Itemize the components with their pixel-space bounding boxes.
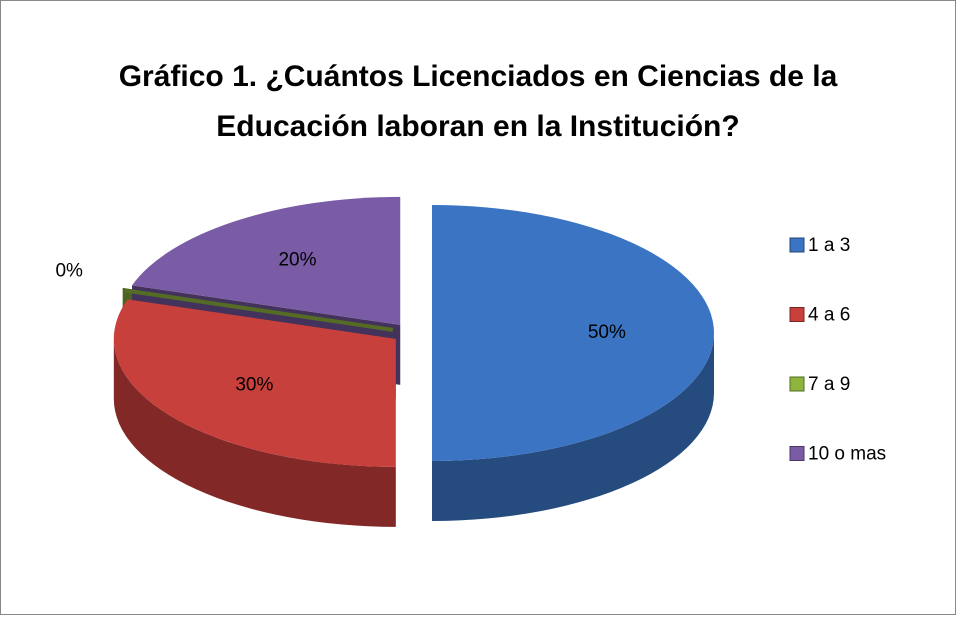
data-label: 50% (588, 322, 626, 343)
legend-label: 7 a 9 (808, 374, 850, 395)
legend-swatch (789, 237, 805, 253)
data-label: 30% (235, 375, 273, 396)
legend-swatch (789, 446, 805, 461)
slice (124, 288, 394, 332)
slice-wall (113, 338, 396, 527)
chart-title: Gráfico 1. ¿Cuántos Licenciados en Cienc… (119, 60, 838, 93)
slice (432, 205, 714, 461)
legend-label: 1 a 3 (808, 235, 850, 256)
data-label: 20% (278, 250, 316, 271)
slice (113, 299, 396, 467)
legend-swatch (789, 307, 805, 322)
chart-title: Educación laboran en la Institución? (216, 110, 739, 143)
slice (132, 196, 401, 325)
data-label: 0% (55, 261, 83, 282)
legend-swatch (789, 376, 805, 392)
slice-wall (432, 333, 714, 521)
legend-label: 10 o mas (808, 444, 886, 465)
legend-label: 4 a 6 (808, 305, 850, 326)
